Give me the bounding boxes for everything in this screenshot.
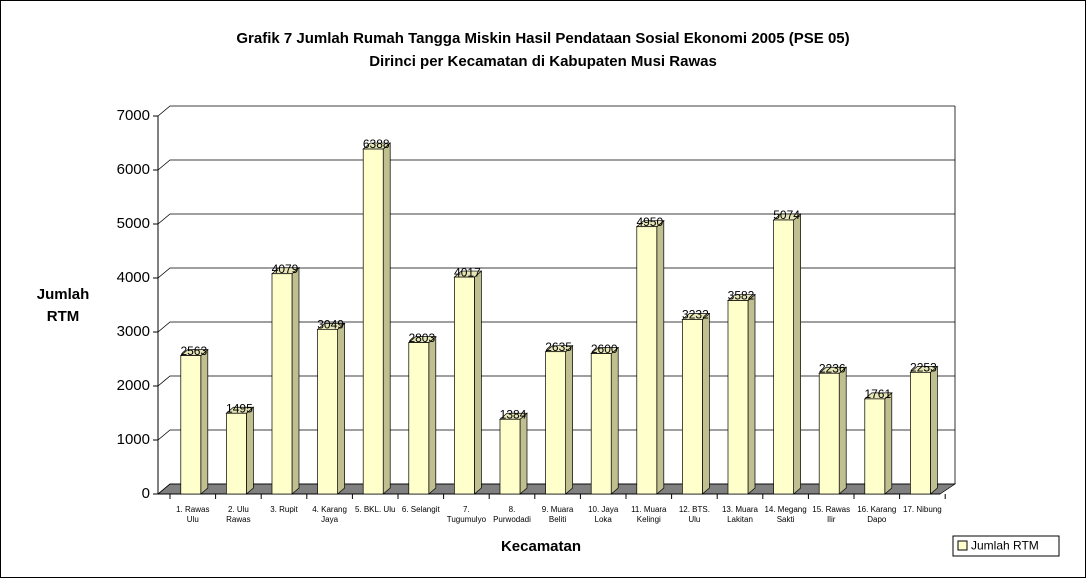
bar <box>454 276 475 495</box>
bar <box>864 398 886 495</box>
x-tick-label: 4. Karang Jaya <box>312 505 347 524</box>
bar-side <box>793 213 801 495</box>
x-tick-label: 14. Megang Sakti <box>764 505 807 524</box>
data-label: 2635 <box>545 340 572 354</box>
bar-side <box>428 335 437 495</box>
data-label: 4079 <box>272 262 299 276</box>
y-tick-label: 2000 <box>117 377 150 394</box>
bar-side <box>246 406 254 495</box>
y-tick-label: 3000 <box>117 323 150 340</box>
bar <box>636 226 658 495</box>
data-label: 2600 <box>591 342 618 356</box>
bar <box>727 300 749 495</box>
bar <box>317 329 338 495</box>
bar <box>590 353 612 495</box>
legend-label: Jumlah RTM <box>971 539 1039 553</box>
bar <box>180 355 202 495</box>
data-label: 3232 <box>682 308 709 322</box>
grid-line <box>157 213 955 225</box>
x-tick-label: 8. Purwodadi <box>493 505 531 524</box>
bar <box>362 148 384 495</box>
bar-side <box>200 348 209 495</box>
bar-side <box>838 366 847 495</box>
chart-title: Grafik 7 Jumlah Rumah Tangga Miskin Hasi… <box>236 30 849 47</box>
bar-side <box>291 266 300 495</box>
y-tick-label: 6000 <box>117 161 150 178</box>
bar <box>408 342 430 495</box>
bar-side <box>474 270 482 495</box>
bar <box>545 351 566 495</box>
x-tick-label: 16. Karang Dapo <box>857 505 897 524</box>
x-tick-label: 10. Jaya Loka <box>588 505 619 524</box>
data-label: 1495 <box>226 401 253 415</box>
y-tick-label: 7000 <box>117 107 150 124</box>
bar-side <box>656 219 665 495</box>
x-tick-label: 7. Tugumulyo <box>446 505 487 524</box>
x-tick-label: 5. BKL. Ulu <box>354 505 396 514</box>
legend-swatch <box>957 540 968 551</box>
legend-box <box>952 535 1060 557</box>
x-tick-label: 11. Muara Kelingi <box>631 505 667 524</box>
data-label: 5074 <box>773 208 800 222</box>
y-tick-label: 5000 <box>117 215 150 232</box>
data-label: 1384 <box>500 407 527 421</box>
bar-side <box>337 322 345 495</box>
data-label: 3582 <box>728 289 755 303</box>
y-axis-title: Jumlah RTM <box>36 286 90 325</box>
data-label: 4950 <box>636 215 663 229</box>
grid-line <box>157 159 955 171</box>
data-label: 3049 <box>317 318 344 332</box>
bar <box>773 219 794 495</box>
bar <box>271 273 293 495</box>
data-label: 1761 <box>864 387 891 401</box>
bar-side <box>610 346 619 495</box>
bar <box>682 319 703 495</box>
y-tick-label: 4000 <box>117 269 150 286</box>
bar-side <box>565 344 573 495</box>
grid-line <box>157 267 955 279</box>
y-tick-label: 1000 <box>117 431 150 448</box>
data-label: 2563 <box>180 344 207 358</box>
x-tick-label: 13. Muara Lakitan <box>721 505 759 524</box>
x-tick-label: 6. Selangit <box>401 505 440 514</box>
x-tick-label: 9. Muara Beliti <box>541 505 574 524</box>
x-tick-label: 12. BTS. Ulu <box>678 505 710 524</box>
x-tick-label: 3. Rupit <box>270 505 298 514</box>
bar-side <box>930 365 938 495</box>
x-tick-label: 17. Nibung <box>903 505 942 514</box>
bar-side <box>747 293 756 495</box>
x-tick-label: 15. Rawas Ilir <box>812 505 851 524</box>
chart-subtitle: Dirinci per Kecamatan di Kabupaten Musi … <box>369 53 717 70</box>
x-axis-title: Kecamatan <box>501 538 581 555</box>
bar <box>226 412 247 495</box>
bar <box>818 372 840 495</box>
data-label: 2803 <box>408 331 435 345</box>
bar-side <box>884 392 893 495</box>
y-tick-label: 0 <box>142 485 150 502</box>
x-tick-label: 2. Ulu Rawas <box>226 505 251 524</box>
bar <box>910 371 931 495</box>
x-tick-label: 1. Rawas Ulu <box>176 505 210 524</box>
data-label: 2253 <box>910 361 937 375</box>
bar-side <box>519 412 528 495</box>
data-label: 6388 <box>363 137 390 151</box>
bar <box>499 418 521 495</box>
data-label: 4017 <box>454 265 481 279</box>
data-label: 2236 <box>819 361 846 375</box>
bar-side <box>382 142 391 495</box>
grid-line <box>157 105 955 117</box>
bar-side <box>702 312 710 495</box>
